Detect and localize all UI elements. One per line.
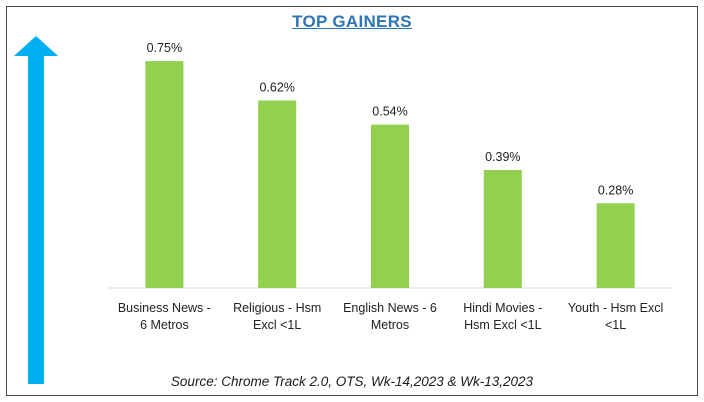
data-label-4: 0.28%	[598, 183, 633, 197]
category-label-2: English News - 6 Metros	[343, 301, 437, 332]
source-note: Source: Chrome Track 2.0, OTS, Wk-14,202…	[170, 374, 534, 389]
bar-0	[145, 61, 184, 288]
bars-layer	[145, 61, 635, 288]
bar-4	[596, 203, 635, 288]
category-label-4: Youth - Hsm Excl <1L	[568, 301, 663, 332]
category-label-3: Hindi Movies -Hsm Excl <1L	[463, 301, 542, 332]
labels-layer: 0.75% Business News -6 Metros 0.62% Religio…	[118, 41, 663, 332]
category-label-0: Business News -6 Metros	[118, 301, 211, 332]
bar-1	[258, 100, 297, 288]
up-arrow-icon	[14, 36, 58, 384]
data-label-3: 0.39%	[485, 150, 520, 164]
category-label-1: Religious - Hsm Excl <1L	[233, 301, 321, 332]
bar-3	[483, 170, 522, 288]
data-label-0: 0.75%	[147, 41, 182, 55]
chart-title: TOP GAINERS	[292, 12, 412, 31]
chart-frame	[6, 6, 698, 396]
data-label-1: 0.62%	[259, 81, 294, 95]
data-label-2: 0.54%	[372, 105, 407, 119]
bar-2	[371, 124, 409, 288]
